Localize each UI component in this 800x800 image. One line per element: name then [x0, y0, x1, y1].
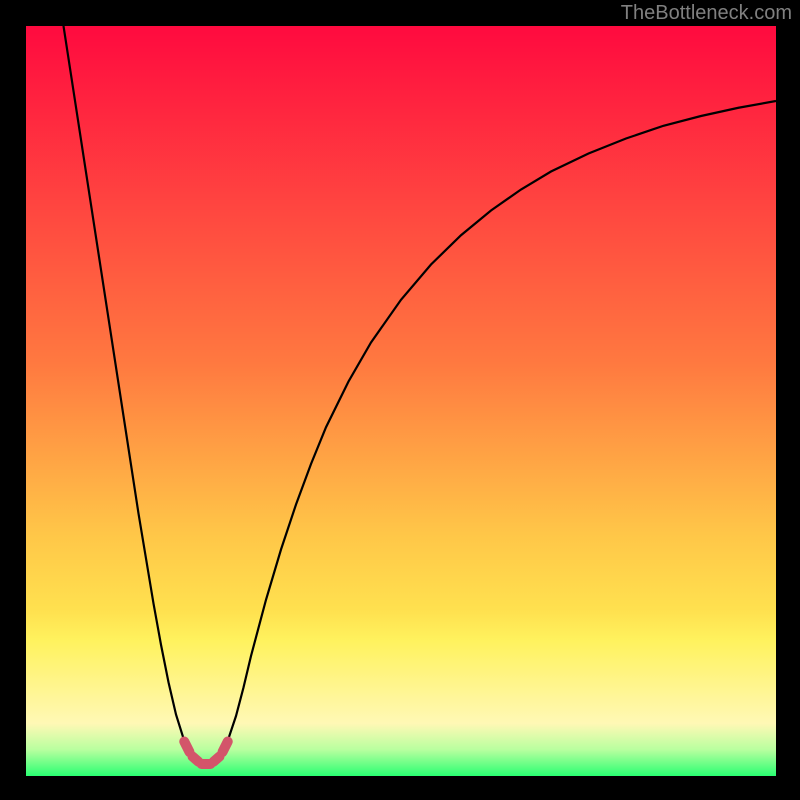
chart-svg — [26, 26, 776, 776]
chart-plot-area — [26, 26, 776, 776]
watermark-text: TheBottleneck.com — [621, 2, 792, 25]
bottleneck-curve-line — [64, 26, 777, 765]
curve-marker-group — [184, 742, 228, 765]
curve-marker-segment — [223, 742, 228, 753]
curve-marker-segment — [184, 742, 189, 753]
curve-marker-segment — [214, 757, 220, 762]
